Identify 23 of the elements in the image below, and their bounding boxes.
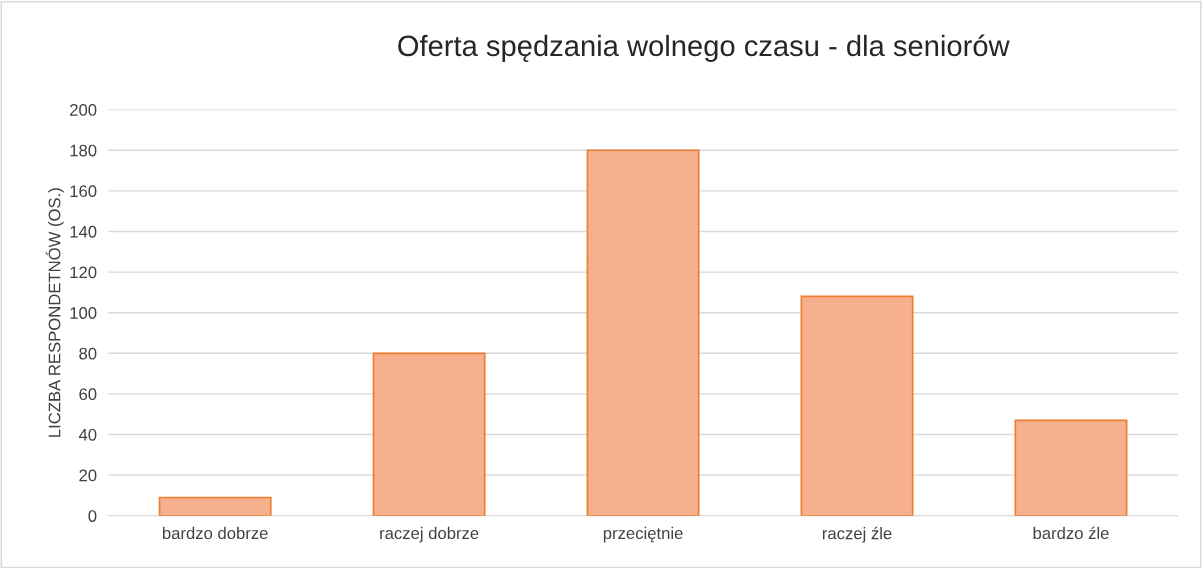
x-tick-label: raczej dobrze	[380, 526, 479, 543]
x-tick-label: bardzo źle	[1033, 526, 1109, 540]
y-tick-label: 180	[70, 144, 97, 157]
y-tick-label: 40	[78, 428, 97, 441]
bar	[586, 149, 700, 516]
x-tick-label: przeciętnie	[603, 526, 683, 543]
y-tick-label: 160	[70, 185, 97, 198]
y-tick-label: 0	[88, 510, 97, 522]
y-tick-label: 200	[70, 104, 97, 116]
x-tick-label: raczej źle	[822, 526, 892, 543]
y-tick-label: 80	[79, 347, 97, 360]
chart-title: Oferta spędzania wolnego czasu - dla seniorów	[398, 34, 1010, 63]
x-tick-label: bardzo dobrze	[162, 526, 268, 540]
y-tick-label: 60	[79, 388, 97, 401]
bar	[800, 295, 914, 516]
y-tick-label: 100	[70, 307, 97, 319]
y-tick-label: 140	[70, 225, 97, 238]
y-tick-label: 20	[79, 469, 97, 482]
bar	[1014, 419, 1128, 516]
y-tick-label: 120	[70, 266, 97, 279]
bar	[158, 496, 272, 516]
y-axis-title: LICZBA RESPONDETNÓW (OS.)	[45, 188, 64, 437]
bar	[372, 352, 486, 516]
